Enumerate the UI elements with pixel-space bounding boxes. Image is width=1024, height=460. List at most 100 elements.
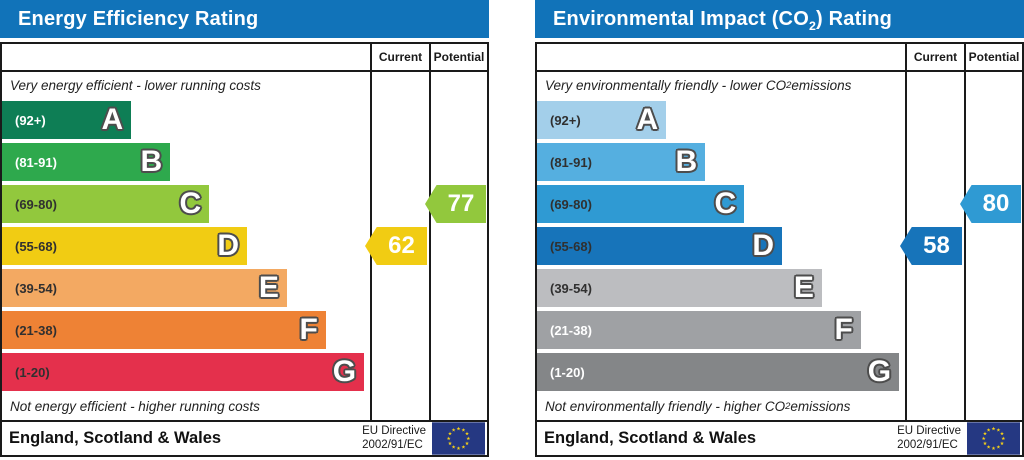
- band-cell: (39-54) E: [2, 267, 370, 309]
- top-note-row: Very environmentally friendly - lower CO…: [537, 72, 1022, 99]
- band-row: (92+) A: [2, 99, 487, 141]
- bottom-note-row: Not energy efficient - higher running co…: [2, 393, 487, 420]
- current-column-cell: [370, 393, 429, 420]
- current-rating-pointer: 58: [900, 227, 962, 265]
- potential-rating-pointer: 80: [960, 185, 1021, 223]
- eu-flag-icon: [967, 422, 1020, 455]
- band-row: (81-91) B: [537, 141, 1022, 183]
- rating-table: Current Potential Very energy efficient …: [0, 42, 489, 422]
- eu-directive-line1: EU Directive: [897, 424, 961, 437]
- band-row: (1-20) G: [537, 351, 1022, 393]
- band-row: (21-38) F: [2, 309, 487, 351]
- band-range-label: (55-68): [15, 238, 57, 254]
- band-bar: (92+) A: [537, 101, 667, 139]
- potential-column-cell: [964, 267, 1022, 309]
- region-label: England, Scotland & Wales: [9, 429, 222, 447]
- current-column-cell: [905, 393, 964, 420]
- current-column-cell: [370, 99, 429, 141]
- band-cell: (92+) A: [2, 99, 370, 141]
- potential-column-cell: 77: [425, 183, 487, 225]
- potential-column-cell: [964, 99, 1022, 141]
- environmental-impact-panel: Environmental Impact (CO2) Rating Curren…: [535, 0, 1024, 460]
- current-column-cell: 62: [365, 225, 429, 267]
- band-cell: (1-20) G: [2, 351, 370, 393]
- band-rows: (92+) A (81-91) B (69-80) C 77: [2, 99, 487, 393]
- band-letter: E: [258, 271, 279, 304]
- band-cell: (55-68) D: [2, 225, 370, 267]
- potential-column-cell: [429, 99, 487, 141]
- band-range-label: (1-20): [15, 364, 50, 380]
- panel-title-subscript: 2: [808, 19, 817, 33]
- band-letter: A: [101, 103, 124, 136]
- top-note: Very energy efficient - lower running co…: [2, 72, 370, 99]
- band-range-label: (69-80): [550, 196, 592, 212]
- band-cell: (92+) A: [537, 99, 905, 141]
- potential-column-header: Potential: [964, 44, 1022, 70]
- band-range-label: (92+): [15, 112, 46, 128]
- potential-column-cell: [429, 393, 487, 420]
- band-row: (1-20) G: [2, 351, 487, 393]
- top-note: Very environmentally friendly - lower CO…: [537, 72, 905, 99]
- potential-column-cell: [964, 72, 1022, 99]
- panel-footer: England, Scotland & Wales EU Directive 2…: [535, 420, 1024, 457]
- band-bar: (21-38) F: [537, 311, 861, 349]
- table-header-row: Current Potential: [537, 44, 1022, 72]
- table-header-row: Current Potential: [2, 44, 487, 72]
- band-letter: F: [299, 313, 318, 346]
- band-cell: (69-80) C: [2, 183, 370, 225]
- band-range-label: (81-91): [15, 154, 57, 170]
- band-row: (69-80) C 80: [537, 183, 1022, 225]
- potential-rating-value: 77: [447, 190, 475, 217]
- top-note-subscript: 2: [786, 80, 792, 91]
- band-letter: E: [793, 271, 814, 304]
- panel-title-text: Environmental Impact (CO: [553, 8, 809, 30]
- potential-column-cell: [964, 309, 1022, 351]
- potential-column-cell: [964, 225, 1022, 267]
- band-bar: (81-91) B: [2, 143, 171, 181]
- potential-column-cell: [429, 267, 487, 309]
- band-range-label: (21-38): [550, 322, 592, 338]
- potential-column-header: Potential: [429, 44, 487, 70]
- current-column-cell: [905, 141, 964, 183]
- band-range-label: (69-80): [15, 196, 57, 212]
- current-column-cell: [905, 72, 964, 99]
- band-range-label: (1-20): [550, 364, 585, 380]
- current-column-header: Current: [370, 44, 429, 70]
- potential-column-cell: [429, 141, 487, 183]
- bottom-note: Not energy efficient - higher running co…: [2, 393, 370, 420]
- current-column-cell: [370, 267, 429, 309]
- panel-title: Environmental Impact (CO2) Rating: [535, 0, 1024, 38]
- band-bar: (39-54) E: [537, 269, 822, 307]
- band-letter: D: [752, 229, 775, 262]
- current-column-cell: [370, 351, 429, 393]
- eu-directive-line1: EU Directive: [362, 424, 426, 437]
- band-cell: (21-38) F: [537, 309, 905, 351]
- band-bar: (21-38) F: [2, 311, 326, 349]
- current-column-cell: [905, 183, 964, 225]
- top-note-row: Very energy efficient - lower running co…: [2, 72, 487, 99]
- band-range-label: (39-54): [550, 280, 592, 296]
- band-letter: G: [332, 355, 357, 388]
- band-letter: G: [867, 355, 892, 388]
- current-column-cell: [905, 351, 964, 393]
- bottom-note-text: Not environmentally friendly - higher CO: [545, 399, 786, 414]
- band-row: (39-54) E: [2, 267, 487, 309]
- potential-column-cell: [429, 225, 487, 267]
- band-range-label: (39-54): [15, 280, 57, 296]
- current-column-cell: [370, 183, 429, 225]
- bottom-note-text: Not energy efficient - higher running co…: [10, 399, 260, 414]
- band-cell: (81-91) B: [2, 141, 370, 183]
- potential-column-cell: [964, 141, 1022, 183]
- band-row: (39-54) E: [537, 267, 1022, 309]
- band-row: (55-68) D 58: [537, 225, 1022, 267]
- current-rating-value: 58: [923, 232, 950, 259]
- potential-rating-pointer: 77: [425, 185, 486, 223]
- panel-footer: England, Scotland & Wales EU Directive 2…: [0, 420, 489, 457]
- band-letter: F: [834, 313, 853, 346]
- band-range-label: (21-38): [15, 322, 57, 338]
- bottom-note-text-tail: emissions: [790, 399, 851, 414]
- potential-column-cell: 80: [960, 183, 1022, 225]
- band-letter: C: [714, 187, 737, 220]
- current-rating-pointer: 62: [365, 227, 427, 265]
